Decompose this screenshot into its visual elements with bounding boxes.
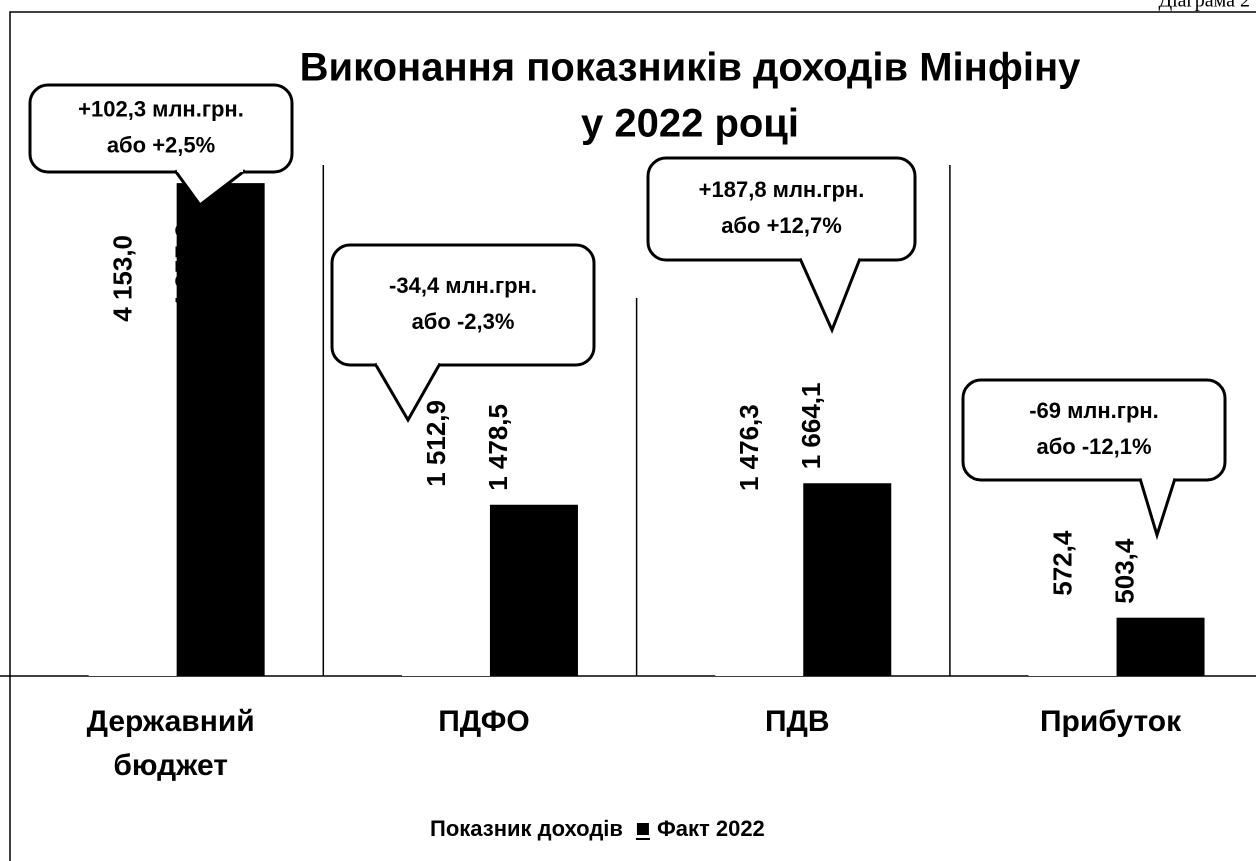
chart-frame bbox=[9, 11, 1256, 861]
legend-label: Факт 2022 bbox=[657, 816, 765, 841]
callout-text: або +12,7% bbox=[721, 213, 842, 238]
value-label: 4 153,0 bbox=[108, 235, 138, 322]
callout-text: або -2,3% bbox=[412, 309, 515, 334]
bar bbox=[401, 500, 490, 676]
value-label: 1 476,3 bbox=[734, 404, 764, 491]
callout-box bbox=[28, 83, 294, 174]
bar bbox=[803, 483, 892, 676]
callout: -34,4 млн.грн. або -2,3% bbox=[330, 243, 596, 424]
legend-swatch bbox=[636, 823, 649, 835]
callout-text: -34,4 млн.грн. bbox=[389, 273, 537, 298]
value-label: 572,4 bbox=[1047, 530, 1077, 596]
callout: +102,3 млн.грн. або +2,5% bbox=[28, 83, 294, 208]
callout-pointer bbox=[373, 362, 442, 424]
legend-label: Показник доходів bbox=[430, 816, 623, 841]
value-label: 4 255,3 bbox=[170, 223, 200, 310]
callout-pointer bbox=[798, 257, 862, 334]
callout-cover bbox=[1142, 476, 1173, 480]
callout-box bbox=[961, 378, 1227, 482]
callout-cover bbox=[377, 361, 438, 365]
chart-title: Виконання показників доходів Мінфіну bbox=[300, 46, 1081, 90]
bar bbox=[176, 183, 265, 677]
callout-text: -69 млн.грн. bbox=[1029, 398, 1159, 423]
bar bbox=[489, 504, 578, 676]
callout-text: або +2,5% bbox=[107, 132, 215, 157]
value-label: 1 512,9 bbox=[421, 400, 451, 487]
bar bbox=[715, 505, 804, 676]
chart-title: у 2022 році bbox=[581, 102, 799, 146]
x-tick-label: Державний бюджет bbox=[86, 705, 255, 782]
bar bbox=[1028, 609, 1117, 676]
x-tick-label: ПДФО bbox=[438, 705, 530, 738]
corner-label: Діаграма 2 bbox=[1158, 0, 1250, 12]
bar bbox=[88, 194, 177, 677]
callout-pointer bbox=[173, 169, 246, 208]
callout-box bbox=[646, 156, 917, 262]
x-tick-label: Прибуток bbox=[1039, 705, 1182, 738]
bar bbox=[1116, 617, 1205, 676]
value-label: 503,4 bbox=[1109, 538, 1139, 604]
callout-box bbox=[330, 243, 596, 367]
callout-text: +102,3 млн.грн. bbox=[78, 96, 244, 121]
callout-text: або -12,1% bbox=[1036, 434, 1151, 459]
callout-pointer bbox=[1138, 478, 1177, 541]
x-tick-label: ПДВ bbox=[764, 705, 830, 738]
callout: +187,8 млн.грн. або +12,7% bbox=[646, 156, 917, 334]
value-label: 1 478,5 bbox=[483, 404, 513, 491]
callout-cover bbox=[177, 168, 243, 172]
callout: -69 млн.грн. або -12,1% bbox=[961, 378, 1227, 541]
callout-text: +187,8 млн.грн. bbox=[699, 177, 865, 202]
callout-cover bbox=[802, 256, 858, 260]
value-label: 1 664,1 bbox=[796, 383, 826, 470]
